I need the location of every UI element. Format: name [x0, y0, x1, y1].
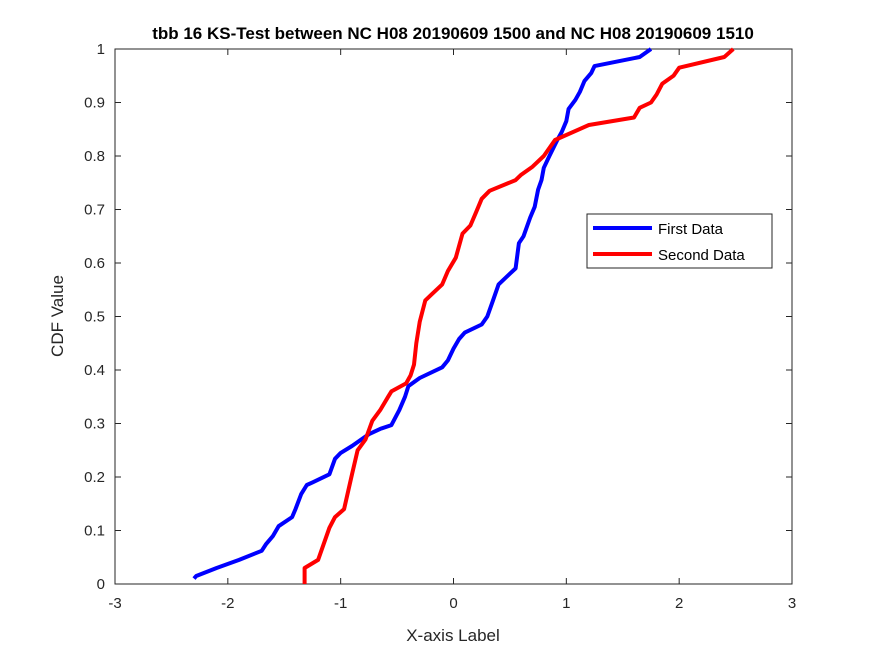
x-axis-label: X-axis Label: [406, 626, 500, 645]
x-tick-label: 2: [675, 595, 683, 612]
y-tick-label: 0.2: [84, 469, 105, 486]
legend: First Data Second Data: [586, 213, 773, 269]
legend-label-first-data: First Data: [658, 221, 724, 238]
chart-title: tbb 16 KS-Test between NC H08 20190609 1…: [152, 24, 754, 43]
y-tick-label: 1: [97, 41, 105, 58]
plot-area: [114, 48, 793, 585]
x-tick-label: -1: [334, 595, 347, 612]
y-tick-label: 0.5: [84, 309, 105, 326]
x-tick-label: 0: [449, 595, 457, 612]
y-tick-label: 0.4: [84, 362, 105, 379]
y-tick-label: 0.8: [84, 148, 105, 165]
x-tick-label: -3: [108, 595, 121, 612]
y-tick-label: 0.9: [84, 95, 105, 112]
series-line-second-data: [302, 47, 735, 584]
x-tick-label: -2: [221, 595, 234, 612]
series-line-first-data: [192, 47, 653, 580]
y-tick-label: 0: [97, 576, 105, 593]
y-tick-label: 0.7: [84, 202, 105, 219]
y-tick-label: 0.6: [84, 255, 105, 272]
legend-label-second-data: Second Data: [658, 247, 745, 264]
ticks-layer: -3 -2 -1 0 1 2 3 0 0.1 0.2 0.3 0.4 0.5 0.6 0.7 0.8 0.9 1: [84, 41, 796, 612]
legend-box: [586, 213, 773, 269]
y-axis-label: CDF Value: [48, 275, 67, 357]
y-tick-label: 0.1: [84, 523, 105, 540]
x-tick-label: 3: [788, 595, 796, 612]
y-tick-label: 0.3: [84, 416, 105, 433]
x-tick-label: 1: [562, 595, 570, 612]
series-layer: [192, 47, 735, 584]
